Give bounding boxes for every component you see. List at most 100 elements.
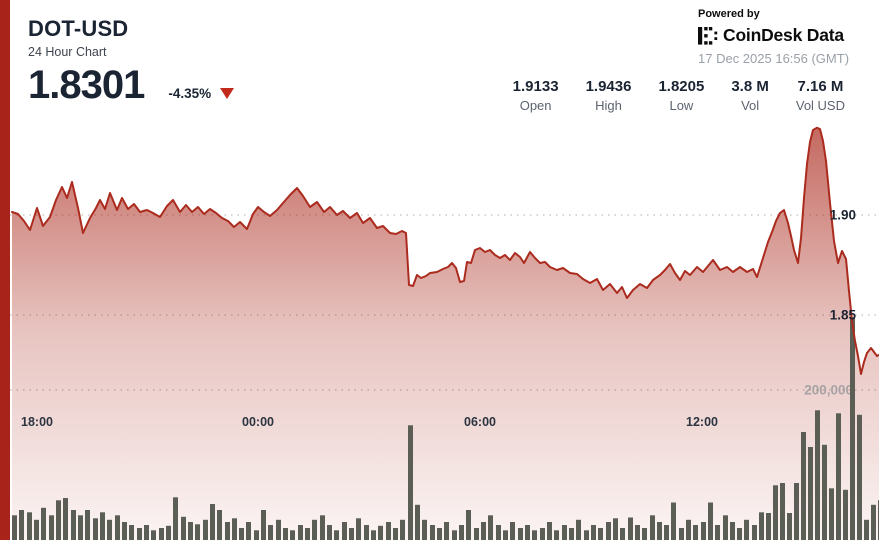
y-axis-label-price: 1.90 (830, 208, 856, 223)
volume-bar (56, 500, 61, 540)
instrument-header: DOT-USD 24 Hour Chart 1.8301 -4.35% (28, 16, 235, 105)
ohlc-stats: 1.9133 Open 1.9436 High 1.8205 Low 3.8 M… (513, 78, 845, 113)
stat-vol: 3.8 M Vol (731, 78, 769, 113)
volume-bar (400, 519, 405, 540)
volume-bar (773, 485, 778, 540)
volume-bar (686, 519, 691, 540)
volume-bar (210, 504, 215, 540)
volume-bar (815, 410, 820, 540)
volume-bar (452, 530, 457, 540)
volume-bar (27, 512, 32, 540)
stat-low: 1.8205 Low (658, 78, 704, 113)
volume-bar (225, 522, 230, 540)
volume-bar (188, 522, 193, 540)
volume-bar (864, 519, 869, 540)
volume-bar (679, 528, 684, 540)
volume-bar (320, 515, 325, 540)
volume-bar (100, 512, 105, 540)
volume-bar (518, 528, 523, 540)
volume-bar (356, 518, 361, 540)
stat-label: Vol (741, 98, 760, 113)
volume-bar (642, 528, 647, 540)
volume-bar (547, 522, 552, 540)
volume-bar (254, 530, 259, 540)
stat-value: 1.9436 (585, 78, 632, 95)
chart-subtitle: 24 Hour Chart (28, 45, 107, 59)
stat-value: 7.16 M (797, 78, 844, 95)
volume-bar (525, 525, 530, 540)
volume-bar (137, 528, 142, 540)
volume-bar (78, 515, 83, 540)
volume-bar (752, 525, 757, 540)
volume-bar (730, 522, 735, 540)
volume-bar (766, 513, 771, 540)
volume-bar (474, 528, 479, 540)
volume-bar (444, 522, 449, 540)
stat-high: 1.9436 High (586, 78, 632, 113)
volume-bar (334, 530, 339, 540)
stat-label: Open (519, 98, 552, 113)
volume-bar (822, 444, 827, 540)
volume-bar (290, 530, 295, 540)
powered-by-block: Powered by CoinDesk Data 17 Dec 2025 16:… (698, 8, 849, 66)
volume-bar (107, 519, 112, 540)
volume-bar (312, 519, 317, 540)
volume-bar (562, 525, 567, 540)
coindesk-data-logo[interactable]: CoinDesk Data (698, 25, 849, 46)
volume-bar (422, 519, 427, 540)
volume-bar (510, 522, 515, 540)
volume-bar (408, 425, 413, 540)
volume-bar (744, 519, 749, 540)
volume-bar (342, 522, 347, 540)
volume-bar (598, 528, 603, 540)
volume-bar (715, 525, 720, 540)
volume-bar (496, 525, 501, 540)
volume-bar (151, 530, 156, 540)
volume-bar (829, 488, 834, 540)
down-triangle-icon (220, 88, 235, 99)
volume-bar (628, 517, 633, 540)
volume-bar (71, 510, 76, 540)
volume-bar (836, 413, 841, 540)
volume-bar (801, 432, 806, 540)
volume-bar (268, 525, 273, 540)
volume-bar (430, 525, 435, 540)
volume-bar (664, 525, 669, 540)
stat-open: 1.9133 Open (513, 78, 559, 113)
volume-bar (34, 519, 39, 540)
volume-bar (576, 519, 581, 540)
volume-bar (701, 522, 706, 540)
price-row: 1.8301 -4.35% (28, 65, 235, 105)
volume-bar (378, 525, 383, 540)
volume-bar (620, 528, 625, 540)
volume-bar (217, 510, 222, 540)
stat-vol-usd: 7.16 M Vol USD (796, 78, 845, 113)
volume-bar (787, 513, 792, 540)
volume-bar (613, 518, 618, 540)
powered-by-label: Powered by (698, 8, 760, 20)
volume-bar (554, 530, 559, 540)
volume-bar (532, 530, 537, 540)
stat-value: 3.8 M (731, 78, 769, 95)
volume-bar (481, 522, 486, 540)
volume-bar (173, 497, 178, 540)
stat-label: Vol USD (795, 98, 845, 113)
volume-bar (195, 524, 200, 540)
volume-bar (129, 525, 134, 540)
coindesk-logo-icon (698, 26, 719, 46)
x-axis-label: 18:00 (21, 415, 53, 429)
price-area (12, 127, 879, 540)
volume-bar (41, 507, 46, 540)
volume-bar (708, 502, 713, 540)
volume-bar (283, 528, 288, 540)
volume-bar (437, 528, 442, 540)
volume-bar (584, 530, 589, 540)
volume-bar (466, 510, 471, 540)
volume-bar (723, 515, 728, 540)
volume-bar (181, 516, 186, 540)
volume-bar (276, 519, 281, 540)
volume-bar (19, 510, 24, 540)
volume-bar (166, 525, 171, 540)
